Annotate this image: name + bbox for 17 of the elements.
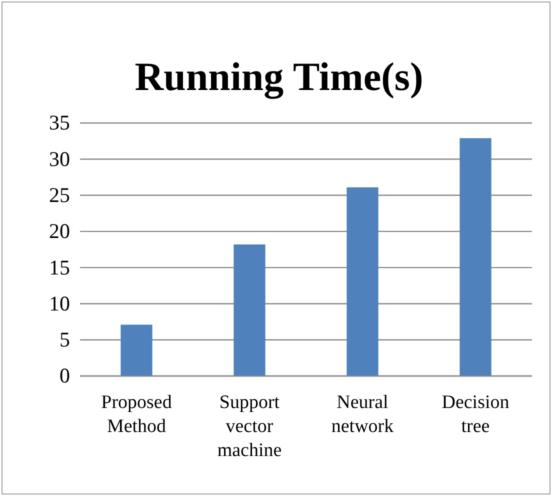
y-tick-label: 5 (60, 328, 70, 352)
x-tick-label: Decision tree (442, 392, 510, 437)
y-tick-label: 15 (49, 255, 70, 280)
bar (346, 187, 378, 376)
bar (120, 324, 152, 376)
y-tick-label: 10 (49, 291, 70, 316)
x-tick-label: Proposed Method (101, 392, 172, 437)
chart-title: Running Time(s) (134, 54, 424, 99)
y-tick-label: 30 (49, 146, 70, 171)
x-tick-label: Support vector machine (217, 392, 282, 461)
bar (234, 244, 266, 376)
bar (460, 138, 492, 376)
x-tick-label: Neural network (331, 392, 394, 437)
y-tick-label: 20 (49, 219, 70, 244)
y-tick-label: 25 (49, 183, 70, 208)
y-tick-label: 0 (60, 364, 70, 388)
y-tick-label: 35 (49, 110, 70, 135)
